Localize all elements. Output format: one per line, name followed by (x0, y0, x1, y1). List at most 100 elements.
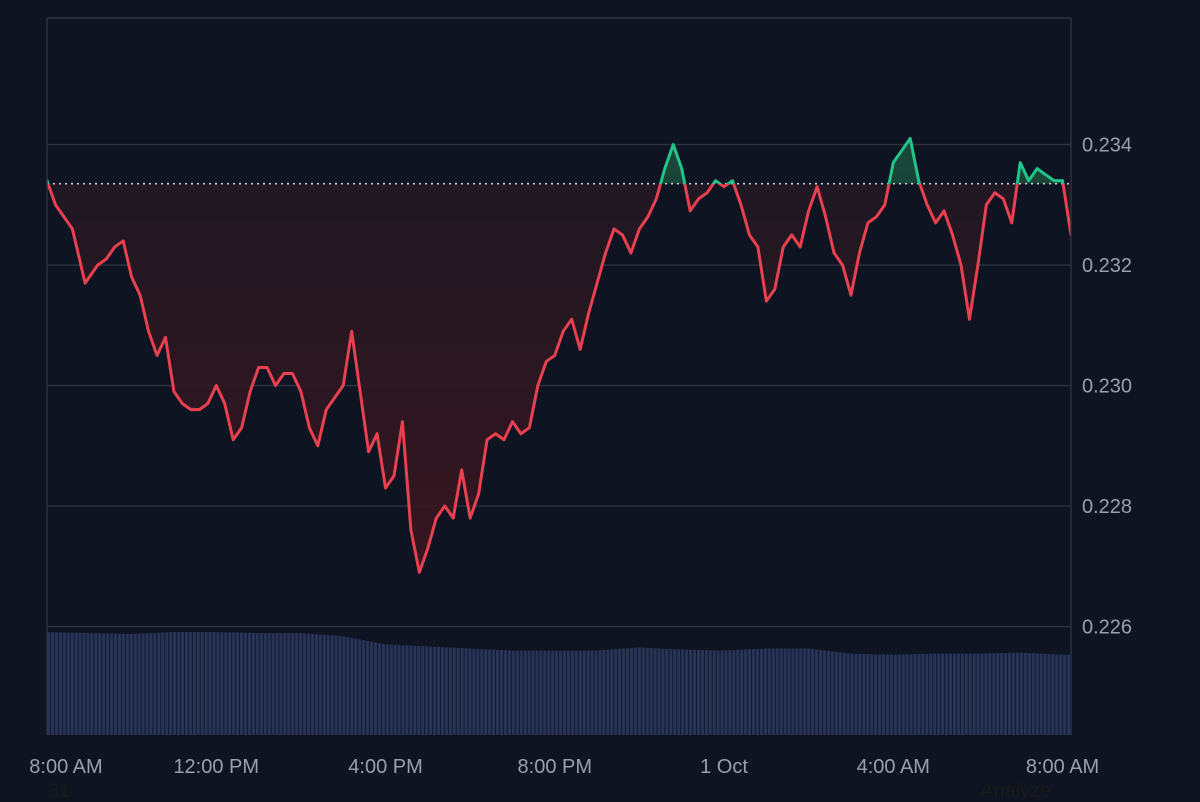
price-line-above (47, 137, 1065, 184)
volume-bar (933, 653, 937, 735)
volume-bar (86, 633, 90, 735)
volume-bar (511, 650, 515, 735)
y-tick-label: 0.230 (1082, 376, 1132, 398)
volume-bar (724, 650, 728, 735)
volume-bar (499, 650, 504, 735)
volume-bar (141, 633, 145, 735)
volume-bar (677, 649, 681, 735)
volume-bar (712, 650, 716, 735)
volume-bar (622, 648, 626, 735)
volume-bar (657, 648, 661, 735)
volume-bar (783, 648, 787, 735)
volume-bar (834, 651, 838, 735)
volume-bar (228, 632, 232, 735)
volume-bar (590, 650, 594, 735)
volume-bar (444, 647, 448, 735)
volume-bar (688, 649, 693, 735)
volume-bar (236, 632, 240, 735)
volume-bar (145, 633, 149, 735)
volume-bar (976, 653, 980, 735)
volume-bar (251, 632, 255, 735)
volume-bar (972, 653, 976, 735)
volume-bar (1011, 652, 1016, 735)
volume-bar (405, 645, 409, 735)
volume-bar (740, 649, 744, 735)
volume-bar (669, 649, 673, 735)
volume-bar (409, 645, 413, 735)
volume-bar (925, 653, 929, 735)
volume-bar (751, 649, 756, 735)
volume-bar (960, 653, 964, 735)
volume-bar (291, 633, 295, 735)
volume-bar (606, 649, 610, 735)
volume-bar (625, 648, 630, 735)
volume-bar (767, 648, 771, 735)
volume-bar (681, 649, 685, 735)
volume-bar (1067, 654, 1071, 735)
volume-bar (815, 649, 819, 735)
volume-bar (771, 648, 775, 735)
volume-bar (917, 654, 921, 735)
volume-bar (909, 654, 913, 735)
volume-bar (165, 632, 169, 735)
volume-bar (318, 634, 322, 735)
volume-bar (755, 648, 760, 735)
analyze-link[interactable]: Analyze (980, 780, 1052, 802)
volume-bar (555, 650, 559, 735)
volume-bar (263, 633, 267, 735)
volume-bar (996, 653, 1000, 735)
volume-bar (362, 640, 366, 735)
volume-bar (476, 648, 480, 735)
volume-bar (220, 632, 224, 735)
volume-bar (436, 646, 441, 735)
volume-bar (649, 648, 653, 735)
volume-bar (948, 653, 953, 735)
volume-bar (326, 635, 330, 735)
price-line-below (47, 183, 1071, 574)
volume-bar (330, 635, 334, 735)
volume-bar (129, 634, 133, 735)
volume-bar (287, 633, 291, 735)
volume-bar (1039, 653, 1043, 735)
volume-bar (204, 632, 208, 735)
y-tick-label: 0.226 (1082, 617, 1132, 639)
volume-bar (196, 632, 200, 735)
volume-bar (212, 632, 216, 735)
volume-bar (637, 647, 641, 735)
volume-bar (74, 632, 78, 735)
volume-bar (566, 650, 571, 735)
volume-bar (570, 650, 574, 735)
volume-bar (822, 650, 827, 735)
volume-bar (1007, 652, 1012, 735)
volume-bar (366, 640, 370, 735)
volume-bar (1051, 654, 1055, 735)
volume-bar (811, 649, 815, 735)
volume-bar (503, 650, 507, 735)
volume-bar (692, 649, 697, 735)
volume-bar (941, 653, 945, 735)
volume-bar (176, 632, 181, 735)
volume-bar (716, 650, 720, 735)
volume-bar (641, 647, 645, 735)
volume-bar (507, 650, 511, 735)
volume-bar (594, 650, 598, 735)
volume-bar (720, 650, 724, 735)
volume-bar (381, 644, 385, 735)
volume-bar (574, 650, 578, 735)
y-axis: 0.226 0.228 0.230 0.232 0.234 (1082, 135, 1132, 639)
volume-bar (665, 648, 669, 735)
volume-bar (586, 650, 590, 735)
volume-bar (255, 633, 259, 735)
volume-bar (299, 633, 303, 735)
volume-bar (192, 632, 196, 735)
volume-bar (874, 654, 878, 735)
volume-bar (271, 633, 275, 735)
volume-bar (1000, 653, 1004, 735)
volume-bar (1031, 653, 1035, 735)
volume-bar (838, 652, 842, 735)
volume-bar (791, 648, 795, 735)
volume-bar (306, 633, 311, 735)
volume-bar (58, 632, 62, 735)
x-tick-label: 8:00 AM (29, 756, 102, 778)
